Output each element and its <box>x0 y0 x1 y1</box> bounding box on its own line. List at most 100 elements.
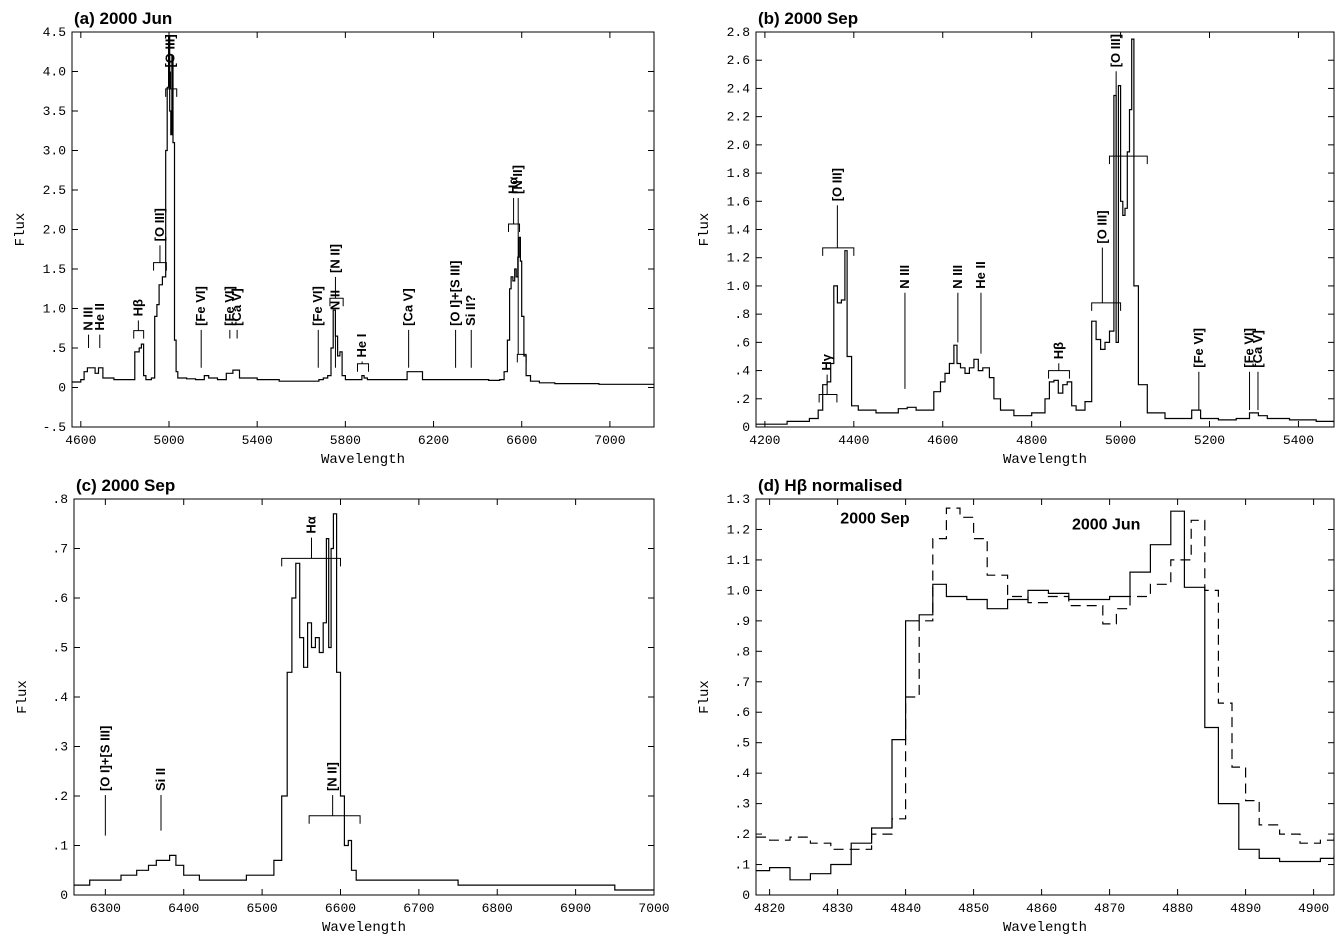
annotation-bracket <box>329 297 344 307</box>
line-label: He I <box>354 334 369 358</box>
panel-title: (a) 2000 Jun <box>74 9 172 28</box>
y-tick-label: .3 <box>734 797 750 812</box>
line-label: [Fe VI] <box>1191 328 1206 368</box>
y-tick-label: 2.0 <box>727 138 750 153</box>
x-tick-label: 4600 <box>65 433 96 448</box>
line-label: Hα <box>303 516 318 533</box>
panel-d: (d) Hβ normalised 4820 4830 4840 4850 4860 487… <box>697 476 1335 936</box>
y-tick-label: .2 <box>52 789 68 804</box>
y-tick-label: 2.2 <box>727 110 750 125</box>
x-tick-label: 4600 <box>927 433 958 448</box>
y-tick-label: 0 <box>742 888 750 903</box>
y-tick-label: .1 <box>52 839 68 854</box>
y-tick-label: .6 <box>734 705 750 720</box>
x-tick-label: 4200 <box>749 433 780 448</box>
x-tick-label: 6600 <box>325 901 356 916</box>
line-label: N III <box>950 265 965 289</box>
line-label: Si II <box>153 768 168 791</box>
line-label: [O III] <box>152 208 167 241</box>
line-label: [Fe VI] <box>222 286 237 326</box>
y-tick-label: 2.0 <box>43 223 66 238</box>
x-tick-label: 5200 <box>1194 433 1225 448</box>
line-label: [Fe VI] <box>193 286 208 326</box>
line-label: [O I]+[S III] <box>448 261 463 326</box>
x-tick-label: 5800 <box>330 433 361 448</box>
x-tick-label: 6400 <box>168 901 199 916</box>
y-tick-label: .7 <box>52 542 68 557</box>
line-label: [N II] <box>510 165 525 194</box>
y-tick-label: 4.5 <box>43 25 66 40</box>
line-label: Si II? <box>463 295 478 326</box>
annotation-bracket <box>1048 370 1070 379</box>
y-tick-label: 1.5 <box>43 262 66 277</box>
y-tick-label: .8 <box>734 644 750 659</box>
panel-title: (d) Hβ normalised <box>758 476 903 495</box>
y-tick-label: 3.0 <box>43 144 66 159</box>
x-tick-label: 5400 <box>1283 433 1314 448</box>
annotation-bracket <box>1108 155 1148 165</box>
line-label: He II <box>92 303 107 330</box>
y-tick-label: 0 <box>742 420 750 435</box>
line-label: [Fe VI] <box>310 286 325 326</box>
annotation-bracket <box>133 330 145 339</box>
y-tick-label: .9 <box>734 614 750 629</box>
x-tick-label: 4900 <box>1298 901 1329 916</box>
x-axis-label: Wavelength <box>1003 452 1087 468</box>
y-tick-label: .5 <box>734 736 750 751</box>
y-tick-label: 1.6 <box>727 194 750 209</box>
y-tick-label: 1.4 <box>727 223 751 238</box>
x-tick-label: 6700 <box>403 901 434 916</box>
annotation-bracket <box>356 363 370 372</box>
x-axis-label: Wavelength <box>322 920 406 936</box>
line-label: Hβ <box>1051 342 1066 359</box>
annotation-bracket <box>1091 302 1122 311</box>
y-tick-label: .8 <box>52 492 68 507</box>
y-tick-label: 1.2 <box>727 251 750 266</box>
series-line-2000-jun <box>756 510 1334 881</box>
x-tick-label: 5000 <box>153 433 184 448</box>
panel-title: (b) 2000 Sep <box>758 9 858 28</box>
x-tick-label: 6200 <box>418 433 449 448</box>
y-tick-label: 2.5 <box>43 183 66 198</box>
x-tick-label: 4870 <box>1094 901 1125 916</box>
line-label: [Fe VI] <box>1242 328 1257 368</box>
line-label: Hα <box>506 177 521 194</box>
x-tick-label: 5400 <box>242 433 273 448</box>
line-label: [O III] <box>829 168 844 201</box>
x-tick-label: 6600 <box>506 433 537 448</box>
y-tick-label: 3.5 <box>43 104 66 119</box>
line-label: [O III] <box>1094 210 1109 243</box>
y-tick-label: .5 <box>50 341 66 356</box>
x-tick-label: 4830 <box>822 901 853 916</box>
line-label: [N II] <box>325 762 340 791</box>
y-tick-label: 0 <box>58 381 66 396</box>
line-label: [O III] <box>1108 34 1123 67</box>
y-tick-label: .2 <box>734 827 750 842</box>
x-tick-label: 4820 <box>754 901 785 916</box>
y-tick-label: .6 <box>734 335 750 350</box>
line-label: N III <box>81 307 96 331</box>
y-tick-label: .6 <box>52 591 68 606</box>
x-tick-label: 6300 <box>90 901 121 916</box>
y-tick-label: 1.3 <box>727 492 750 507</box>
spectrum-line <box>756 38 1334 425</box>
x-tick-label: 4860 <box>1026 901 1057 916</box>
panel-c: (c) 2000 Sep 6300 6400 6500 6600 6700 6800 6900… <box>15 476 670 936</box>
x-tick-label: 4800 <box>1016 433 1047 448</box>
series-label: 2000 Jun <box>1072 516 1140 533</box>
x-tick-label: 7000 <box>638 901 669 916</box>
y-tick-label: .2 <box>734 392 750 407</box>
line-label: He II <box>973 261 988 288</box>
annotation-bracket <box>308 815 361 824</box>
y-tick-label: .4 <box>734 766 750 781</box>
series-label: 2000 Sep <box>840 510 910 527</box>
line-label: [Ca V] <box>229 288 244 326</box>
panel-title: (c) 2000 Sep <box>76 476 175 495</box>
line-label: Hγ <box>819 353 834 370</box>
x-tick-label: 4840 <box>890 901 921 916</box>
x-tick-label: 5000 <box>1105 433 1136 448</box>
x-tick-label: 4880 <box>1162 901 1193 916</box>
y-tick-label: 1.2 <box>727 522 750 537</box>
x-tick-label: 6500 <box>246 901 277 916</box>
